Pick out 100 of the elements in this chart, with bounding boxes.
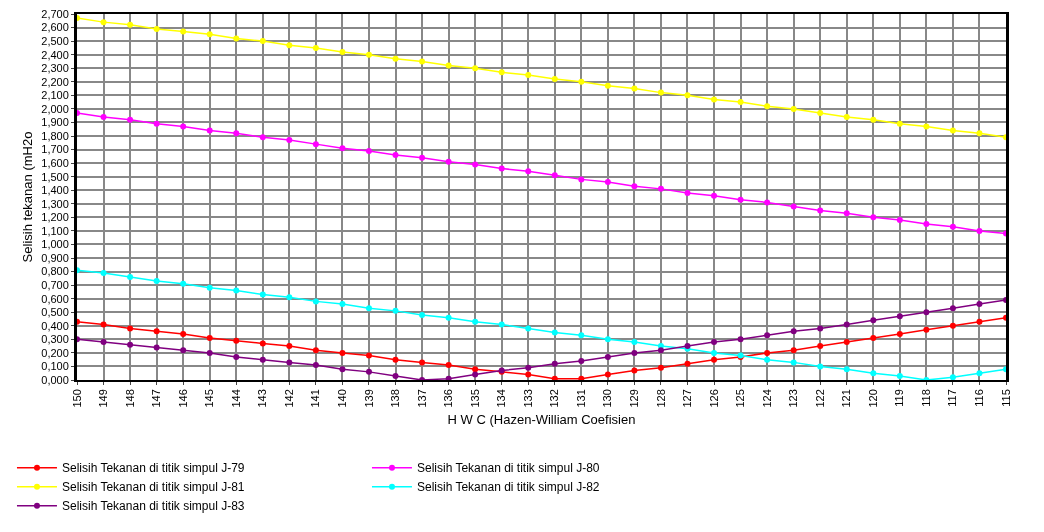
point bbox=[365, 368, 372, 375]
point bbox=[206, 284, 213, 291]
point bbox=[737, 99, 744, 106]
point bbox=[127, 21, 134, 28]
point bbox=[286, 42, 293, 49]
x-tick-label: 122 bbox=[813, 389, 826, 408]
point bbox=[949, 322, 956, 329]
point bbox=[923, 221, 930, 228]
x-tick-label: 129 bbox=[627, 389, 640, 408]
point bbox=[578, 78, 585, 85]
point bbox=[419, 311, 426, 318]
point bbox=[604, 179, 611, 186]
point bbox=[472, 366, 479, 373]
y-tick-label: 2,100 bbox=[41, 89, 69, 102]
x-tick-label: 127 bbox=[681, 389, 694, 408]
legend-label: Selisih Tekanan di titik simpul J-79 bbox=[61, 461, 245, 476]
point bbox=[153, 120, 160, 127]
point bbox=[923, 123, 930, 130]
point bbox=[870, 334, 877, 341]
point bbox=[206, 31, 213, 38]
point bbox=[498, 69, 505, 76]
y-tick-label: 1,800 bbox=[41, 129, 69, 142]
point bbox=[339, 349, 346, 356]
y-tick-label: 0,700 bbox=[41, 278, 69, 291]
point bbox=[764, 332, 771, 339]
x-tick-label: 115 bbox=[999, 389, 1012, 407]
point bbox=[817, 325, 824, 332]
point bbox=[870, 116, 877, 123]
point bbox=[100, 114, 107, 121]
point bbox=[843, 339, 850, 346]
point bbox=[976, 318, 983, 325]
point bbox=[976, 370, 983, 377]
point bbox=[259, 340, 266, 347]
point bbox=[870, 317, 877, 324]
point bbox=[339, 48, 346, 55]
point bbox=[790, 203, 797, 210]
point bbox=[180, 280, 187, 287]
y-tick-label: 1,400 bbox=[41, 184, 69, 197]
point bbox=[949, 223, 956, 230]
point bbox=[233, 337, 240, 344]
legend-label: Selisih Tekanan di titik simpul J-82 bbox=[416, 480, 600, 495]
point bbox=[923, 309, 930, 316]
point bbox=[631, 367, 638, 374]
point bbox=[419, 154, 426, 161]
x-tick-label: 149 bbox=[97, 389, 110, 408]
point bbox=[843, 114, 850, 121]
line-series bbox=[77, 297, 1006, 380]
x-tick-label: 141 bbox=[309, 389, 322, 408]
point bbox=[684, 360, 691, 367]
point bbox=[180, 123, 187, 130]
x-tick-label: 133 bbox=[521, 389, 534, 408]
point bbox=[259, 291, 266, 298]
point bbox=[365, 51, 372, 58]
point bbox=[392, 307, 399, 314]
point bbox=[312, 44, 319, 51]
y-tick-label: 0,800 bbox=[41, 265, 69, 278]
point bbox=[817, 207, 824, 214]
point bbox=[339, 366, 346, 373]
x-tick-label: 135 bbox=[468, 389, 481, 408]
point bbox=[631, 85, 638, 92]
point bbox=[127, 116, 134, 123]
y-tick-label: 2,000 bbox=[41, 102, 69, 115]
point bbox=[206, 127, 213, 134]
point bbox=[525, 72, 532, 78]
x-tick-label: 116 bbox=[973, 389, 986, 407]
x-tick-label: 130 bbox=[601, 389, 614, 408]
point bbox=[551, 172, 558, 179]
point bbox=[259, 38, 266, 45]
x-tick-label: 119 bbox=[893, 389, 906, 407]
x-axis-title: H W C (Hazen-William Coefisien bbox=[447, 411, 636, 427]
point bbox=[551, 329, 558, 336]
y-tick-label: 1,600 bbox=[41, 156, 69, 169]
point bbox=[392, 151, 399, 158]
point bbox=[657, 364, 664, 371]
y-tick-label: 0,600 bbox=[41, 292, 69, 305]
point bbox=[896, 330, 903, 337]
point bbox=[604, 82, 611, 89]
y-tick-label: 0,500 bbox=[41, 306, 69, 319]
y-tick-label: 0,000 bbox=[41, 373, 69, 386]
point bbox=[949, 374, 956, 380]
point bbox=[843, 321, 850, 328]
point bbox=[551, 375, 558, 380]
point bbox=[631, 349, 638, 356]
point bbox=[233, 35, 240, 42]
point bbox=[153, 278, 160, 285]
point bbox=[976, 130, 983, 137]
point bbox=[790, 347, 797, 354]
point bbox=[472, 318, 479, 325]
x-tick-label: 150 bbox=[70, 389, 83, 408]
point bbox=[339, 145, 346, 152]
y-tick-label: 1,700 bbox=[41, 143, 69, 156]
point bbox=[923, 326, 930, 333]
point bbox=[472, 161, 479, 168]
point bbox=[843, 210, 850, 217]
line-series bbox=[77, 267, 1006, 380]
point bbox=[764, 103, 771, 110]
x-tick-label: 123 bbox=[787, 389, 800, 408]
point bbox=[153, 328, 160, 335]
point bbox=[631, 183, 638, 190]
legend-label: Selisih Tekanan di titik simpul J-80 bbox=[416, 461, 600, 476]
